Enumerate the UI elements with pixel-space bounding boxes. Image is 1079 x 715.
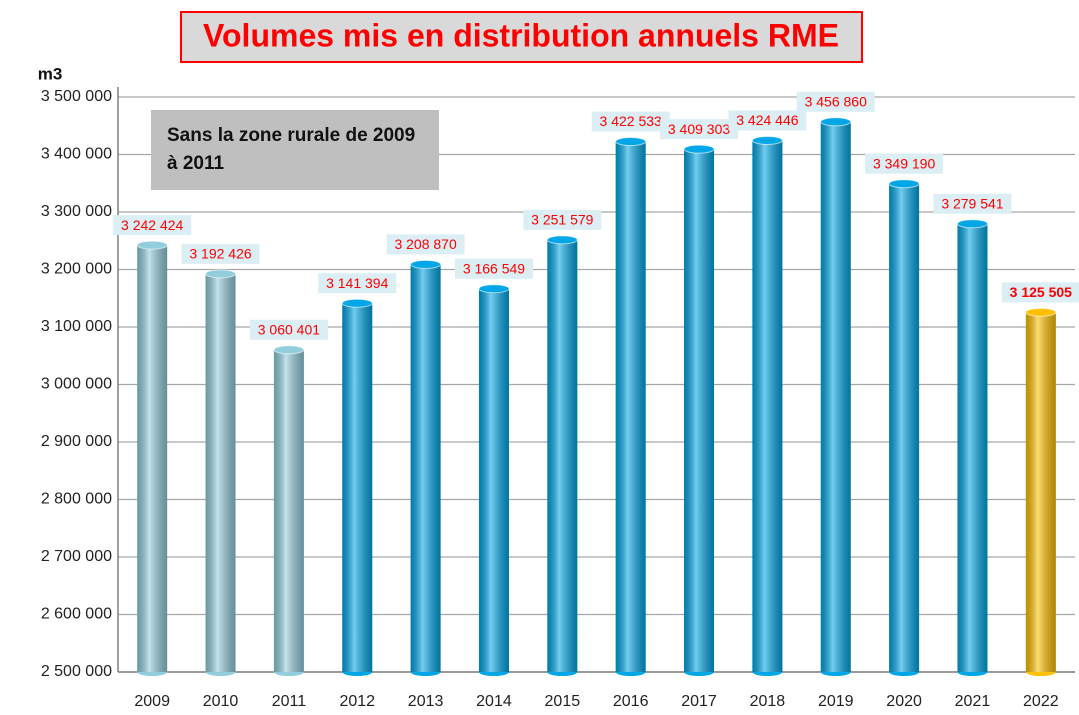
y-tick-label: 3 100 000	[41, 318, 112, 335]
bar-shine	[205, 273, 236, 672]
x-tick-label: 2021	[955, 693, 991, 710]
bar-shine	[342, 303, 373, 672]
y-axis-label: m3	[38, 64, 63, 83]
y-tick-label: 3 000 000	[41, 376, 112, 393]
bar-shine	[752, 140, 783, 672]
bar-shine	[889, 183, 920, 672]
value-label: 3 166 549	[463, 260, 525, 276]
y-tick-label: 3 200 000	[41, 261, 112, 278]
bar-shine	[1025, 312, 1056, 672]
value-label-box	[728, 110, 807, 131]
value-label-box	[1001, 282, 1079, 303]
bar-top	[546, 235, 578, 245]
bar-shine	[547, 239, 578, 672]
x-tick-label: 2017	[681, 693, 717, 710]
x-tick-label: 2014	[476, 693, 512, 710]
title-box	[180, 11, 863, 63]
bar-top	[888, 179, 920, 189]
bar-shine	[820, 121, 851, 673]
bar-top	[273, 345, 305, 355]
x-tick-label: 2015	[545, 693, 581, 710]
bar-top	[683, 144, 715, 154]
y-tick-label: 2 800 000	[41, 491, 112, 508]
bar-top	[751, 135, 783, 145]
value-label: 3 125 505	[1010, 284, 1072, 300]
bar-top	[410, 259, 442, 269]
value-label-box	[113, 215, 192, 236]
x-tick-label: 2012	[339, 693, 375, 710]
value-label: 3 060 401	[258, 321, 320, 337]
y-tick-label: 3 500 000	[41, 88, 112, 105]
value-label-box	[523, 209, 602, 230]
y-tick-label: 3 400 000	[41, 146, 112, 163]
value-label: 3 208 870	[394, 236, 456, 252]
bar-shine	[478, 288, 509, 672]
x-tick-label: 2010	[203, 693, 239, 710]
value-label: 3 424 446	[736, 112, 798, 128]
value-label-box	[181, 243, 260, 264]
bar-top	[956, 219, 988, 229]
bar-top	[136, 240, 168, 250]
bar-shine	[957, 223, 988, 673]
bar-shine	[273, 349, 304, 672]
value-label: 3 422 533	[600, 113, 662, 129]
value-label-box	[796, 91, 875, 112]
x-tick-label: 2019	[818, 693, 854, 710]
bar-top	[341, 298, 373, 308]
bar-top	[615, 137, 647, 147]
x-tick-label: 2020	[886, 693, 922, 710]
chart-title: Volumes mis en distribution annuels RME	[203, 17, 839, 53]
annotation: Sans la zone rurale de 2009 à 2011	[151, 110, 439, 190]
y-tick-label: 2 600 000	[41, 606, 112, 623]
y-tick-label: 2 500 000	[41, 663, 112, 680]
value-label-box	[386, 234, 465, 255]
x-tick-label: 2018	[750, 693, 786, 710]
value-label-box	[660, 119, 739, 140]
value-label-box	[318, 273, 397, 294]
value-label: 3 409 303	[668, 121, 730, 137]
y-tick-label: 2 700 000	[41, 548, 112, 565]
x-tick-label: 2022	[1023, 693, 1059, 710]
value-label-box	[865, 153, 944, 174]
x-tick-label: 2016	[613, 693, 649, 710]
value-label: 3 279 541	[941, 195, 1003, 211]
value-label-box	[454, 258, 533, 279]
value-label: 3 251 579	[531, 212, 593, 228]
value-label: 3 141 394	[326, 275, 388, 291]
value-label: 3 456 860	[805, 94, 867, 110]
bar-shine	[137, 245, 168, 672]
value-label: 3 349 190	[873, 155, 935, 171]
value-label: 3 192 426	[189, 246, 251, 262]
bar-shine	[615, 141, 646, 672]
bar-top	[1025, 307, 1057, 317]
x-tick-label: 2009	[134, 693, 170, 710]
x-tick-label: 2013	[408, 693, 444, 710]
x-tick-label: 2011	[272, 693, 307, 710]
value-label-box	[933, 193, 1012, 214]
bar-top	[820, 117, 852, 127]
value-label-box	[249, 319, 328, 340]
value-label-box	[591, 111, 670, 132]
bar-top	[478, 284, 510, 294]
y-tick-label: 2 900 000	[41, 433, 112, 450]
bar-shine	[684, 149, 715, 673]
y-tick-label: 3 300 000	[41, 203, 112, 220]
bar-shine	[410, 264, 441, 672]
value-label: 3 242 424	[121, 217, 183, 233]
bar-top	[205, 269, 237, 279]
